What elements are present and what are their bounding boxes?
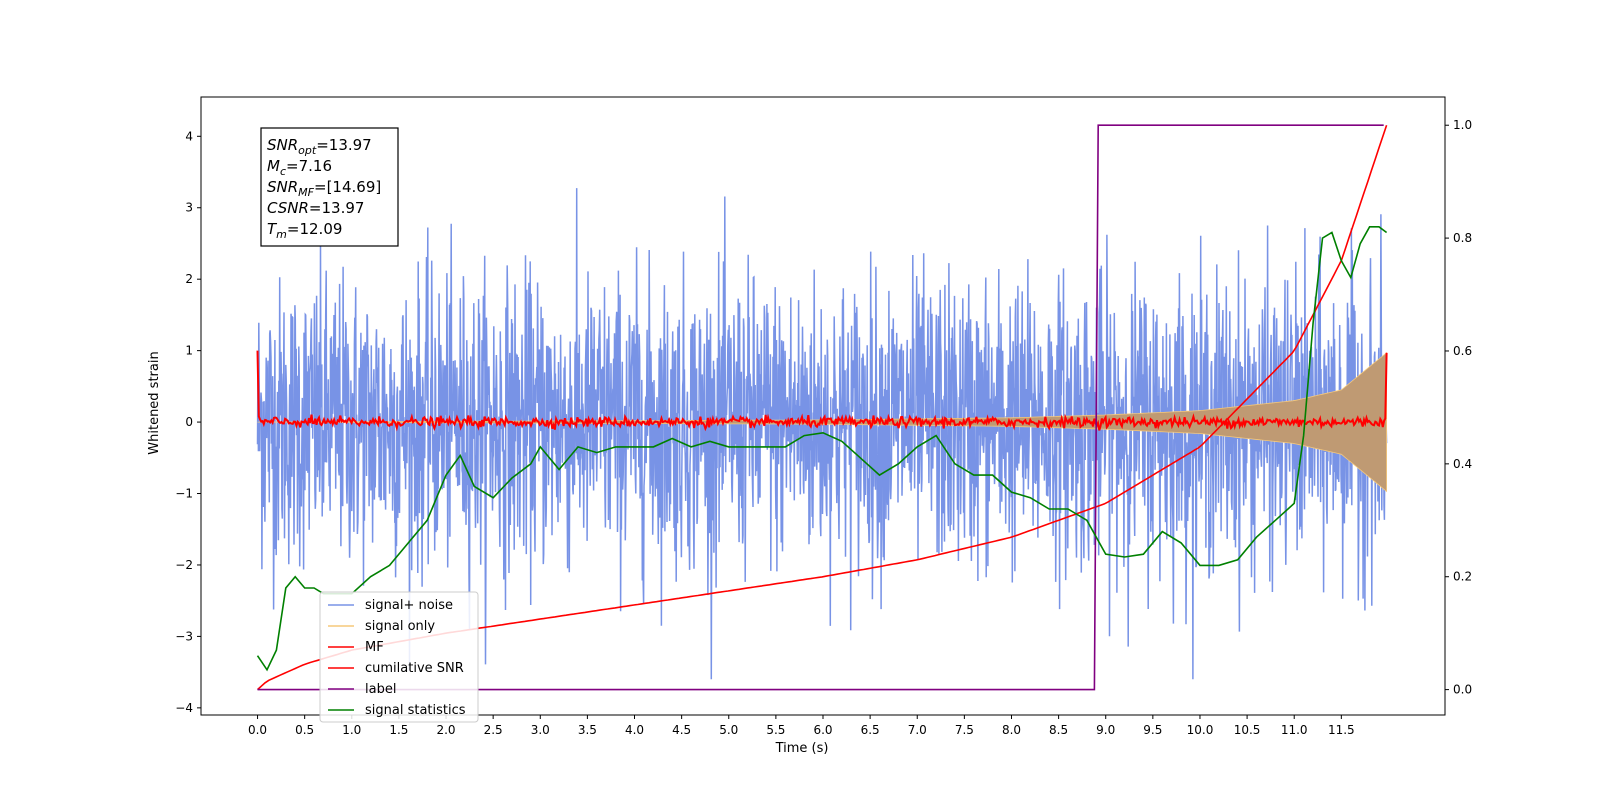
y-tick-label-left: 2 <box>185 272 193 286</box>
series-label-line <box>257 124 1384 691</box>
y-tick-label-left: −3 <box>175 629 193 643</box>
series-mf-line <box>256 350 1388 432</box>
x-tick-label: 3.5 <box>578 723 597 737</box>
legend: signal+ noise signal only MF cumilative SNR… <box>319 591 479 723</box>
x-tick-label: 11.0 <box>1281 723 1308 737</box>
x-tick-label: 9.5 <box>1143 723 1162 737</box>
y-tick-label-left: −4 <box>175 701 193 715</box>
y-tick-label-right: 0.4 <box>1453 457 1472 471</box>
plot-content <box>256 124 1388 691</box>
x-tick-label: 7.0 <box>908 723 927 737</box>
x-tick-label: 2.0 <box>436 723 455 737</box>
x-tick-label: 1.0 <box>342 723 361 737</box>
x-tick-label: 10.5 <box>1234 723 1261 737</box>
annotation-line: Tm=12.09 <box>267 220 342 241</box>
legend-entry: label <box>365 682 396 697</box>
x-tick-label: 10.0 <box>1187 723 1214 737</box>
x-tick-label: 0.0 <box>248 723 267 737</box>
x-tick-label: 5.0 <box>719 723 738 737</box>
y-tick-label-right: 0.6 <box>1453 344 1472 358</box>
y-axis-label-left: Whitened strain <box>147 351 162 454</box>
x-tick-label: 3.0 <box>531 723 550 737</box>
legend-entry: signal statistics <box>365 703 466 718</box>
annotation-line: Mc=7.16 <box>267 157 332 178</box>
x-tick-label: 4.0 <box>625 723 644 737</box>
y-tick-label-left: 3 <box>185 201 193 215</box>
plot-area <box>256 124 1388 691</box>
y-tick-label-left: 4 <box>185 129 193 143</box>
legend-entry: signal+ noise <box>365 598 453 613</box>
x-tick-label: 9.0 <box>1096 723 1115 737</box>
annotation-line: CSNR=13.97 <box>267 199 364 217</box>
y-tick-label-right: 0.8 <box>1453 231 1472 245</box>
legend-entry: MF <box>365 640 384 655</box>
x-tick-label: 8.5 <box>1049 723 1068 737</box>
y-tick-label-left: 1 <box>185 344 193 358</box>
legend-entry: signal only <box>365 619 435 634</box>
x-tick-label: 2.5 <box>484 723 503 737</box>
y-tick-label-right: 0.0 <box>1453 683 1472 697</box>
x-tick-label: 11.5 <box>1328 723 1355 737</box>
annotation-line: SNRMF=[14.69] <box>267 178 381 199</box>
y-tick-label-left: −2 <box>175 558 193 572</box>
series-signal-statistics-line <box>256 226 1388 672</box>
y-tick-label-right: 0.2 <box>1453 570 1472 584</box>
x-tick-label: 5.5 <box>766 723 785 737</box>
x-tick-label: 1.5 <box>389 723 408 737</box>
annotation-frame <box>260 127 399 247</box>
x-tick-label: 4.5 <box>672 723 691 737</box>
y-tick-label-left: 0 <box>185 415 193 429</box>
y-tick-label-right: 1.0 <box>1453 118 1472 132</box>
legend-entry: cumilative SNR <box>365 661 464 676</box>
x-tick-label: 6.5 <box>861 723 880 737</box>
x-axis-label: Time (s) <box>775 741 829 756</box>
stats-annotation-box: SNRopt=13.97Mc=7.16SNRMF=[14.69]CSNR=13.… <box>260 127 399 247</box>
x-tick-label: 0.5 <box>295 723 314 737</box>
annotation-line: SNRopt=13.97 <box>267 136 372 157</box>
x-tick-label: 6.0 <box>813 723 832 737</box>
x-tick-label: 8.0 <box>1002 723 1021 737</box>
axes: 0.0 0.5 1.0 1.5 2.0 2.5 3.0 3.5 4.0 4.5 5.0 5.5 6.0 6… <box>175 96 1472 737</box>
y-tick-label-left: −1 <box>175 487 193 501</box>
x-tick-label: 7.5 <box>955 723 974 737</box>
legend-frame <box>319 591 479 723</box>
